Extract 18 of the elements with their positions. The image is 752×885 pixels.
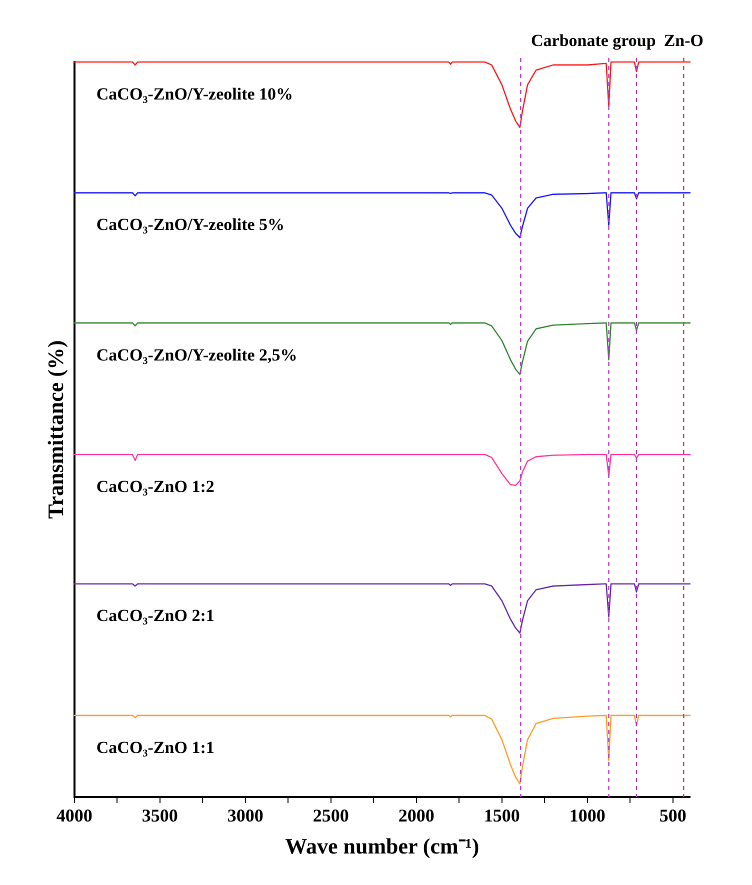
series-label: CaCO₃-ZnO/Y-zeolite 2,5% xyxy=(96,345,298,364)
series-label: CaCO₃-ZnO 1:2 xyxy=(96,476,214,496)
x-tick-label: 3500 xyxy=(142,805,178,826)
ref-line-label: Carbonate group xyxy=(531,30,656,50)
series-label: CaCO₃-ZnO/Y-zeolite 10% xyxy=(96,84,294,104)
x-tick-label: 500 xyxy=(659,805,686,826)
x-tick-label: 1500 xyxy=(484,805,520,826)
x-tick-label: 2000 xyxy=(398,805,434,826)
series-label: CaCO₃-ZnO 1:1 xyxy=(96,738,214,757)
x-tick-label: 2500 xyxy=(312,805,349,826)
series-label: CaCO₃-ZnO 2:1 xyxy=(96,606,214,626)
x-tick-label: 3000 xyxy=(227,805,264,826)
x-axis-title: Wave number (cm⁻¹) xyxy=(285,833,480,858)
ref-line-label: Zn-O xyxy=(664,30,704,50)
y-axis-title: Transmittance (%) xyxy=(42,340,68,519)
x-tick-label: 4000 xyxy=(56,805,92,826)
x-tick-label: 1000 xyxy=(569,805,606,826)
series-label: CaCO₃-ZnO/Y-zeolite 5% xyxy=(96,215,285,234)
